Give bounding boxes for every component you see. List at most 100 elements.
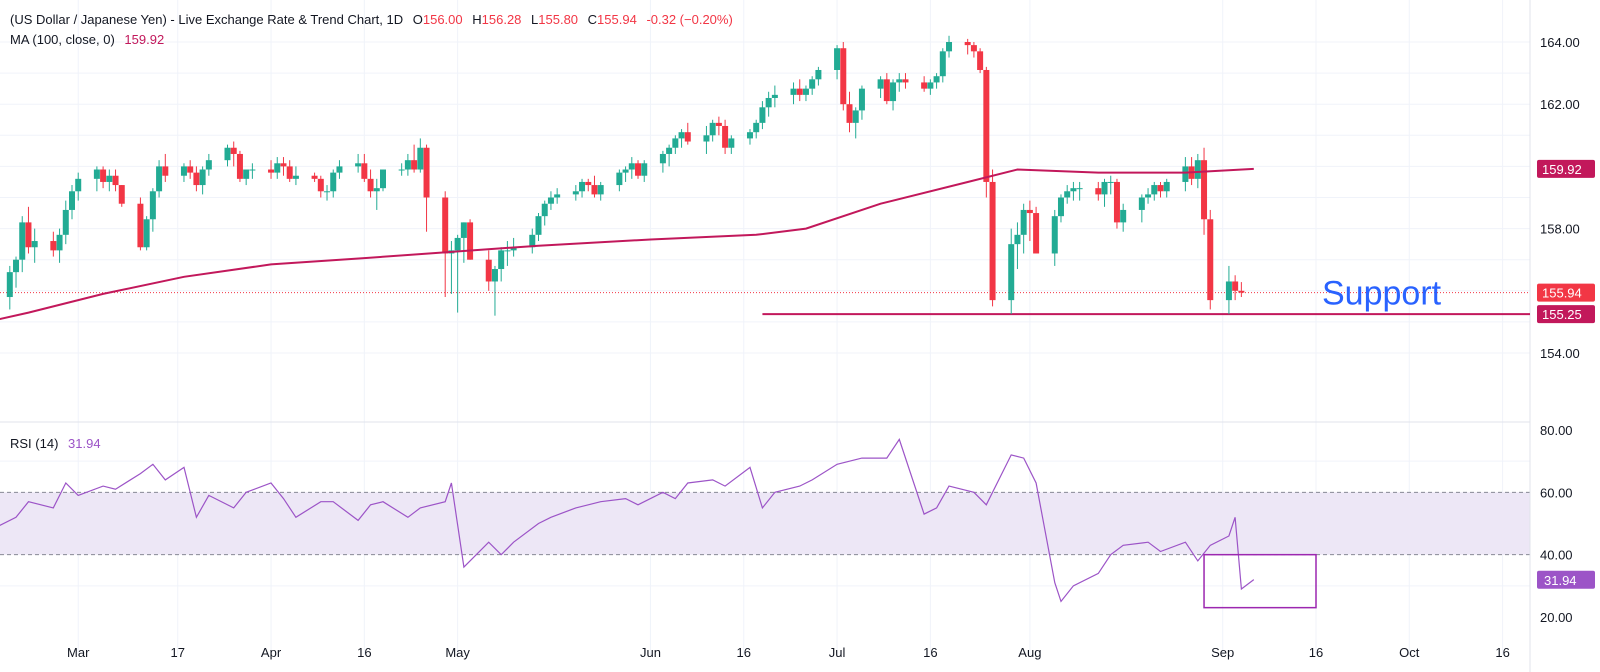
candle-body (921, 82, 928, 89)
candle-body (485, 259, 492, 282)
candle (1107, 175, 1114, 195)
candle-body (1207, 219, 1214, 301)
candle-body (19, 222, 26, 260)
candle-body (50, 241, 57, 251)
price-axis[interactable]: 164.00 162.00 158.00 154.00 (1540, 35, 1580, 361)
candle-body (535, 216, 542, 235)
candle (834, 45, 841, 80)
candle-body (193, 172, 200, 186)
rsi-legend[interactable]: RSI (14) 31.94 (10, 436, 101, 452)
rsi-highlight-box[interactable] (1203, 553, 1317, 609)
candle-body (666, 147, 673, 154)
candle-body (1201, 160, 1208, 220)
low-value: 155.80 (538, 12, 579, 27)
candle-body (6, 272, 13, 298)
candle-body (180, 166, 187, 176)
candle (236, 150, 243, 182)
candle (927, 79, 934, 95)
candle-body (579, 181, 586, 192)
candle (616, 169, 623, 192)
change-value: -0.32 (−0.20%) (646, 12, 733, 27)
candle (1051, 209, 1058, 266)
candles (6, 35, 1245, 316)
candle (585, 178, 592, 192)
candle-body (703, 135, 710, 142)
candle-body (1194, 160, 1201, 179)
symbol-title: (US Dollar / Japanese Yen) - Live Exchan… (10, 12, 404, 27)
rsi-tag-label: 31.94 (1544, 573, 1577, 588)
candle (355, 153, 362, 173)
candle (946, 35, 953, 58)
candle (56, 228, 63, 263)
candle-body (205, 160, 212, 170)
time-tick-label: Jul (829, 645, 846, 660)
candle (380, 169, 386, 192)
open-key: O (412, 12, 423, 27)
candle (591, 175, 598, 198)
candle-body (840, 48, 847, 105)
rsi-tag-bg (1537, 570, 1595, 589)
candle (722, 119, 729, 154)
candle (896, 73, 903, 92)
candle (535, 213, 542, 242)
ma-line (0, 167, 1254, 321)
rsi-tick-label: 20.00 (1540, 610, 1573, 625)
candle-body (989, 181, 996, 301)
candle-body (1076, 188, 1083, 190)
candle (143, 216, 150, 251)
candle-body (112, 175, 119, 186)
candle (846, 91, 853, 133)
candle (1120, 203, 1127, 232)
candle (404, 153, 411, 176)
candle-body (554, 194, 561, 198)
candle (367, 169, 374, 198)
candle (467, 219, 474, 260)
candle (504, 241, 511, 266)
candle (75, 172, 82, 201)
candle-body (249, 169, 256, 171)
candle (852, 107, 859, 139)
candle (1008, 228, 1015, 315)
candle-body (143, 219, 150, 248)
time-axis[interactable]: Mar 17 Apr 16 May Jun 16 Jul 16 Aug Sep 16 Oct 16 (67, 645, 1510, 660)
candle-body (678, 132, 685, 139)
ma-legend[interactable]: MA (100, close, 0) 159.92 (10, 32, 164, 48)
rsi-tick-label: 80.00 (1540, 423, 1573, 438)
candle-body (890, 82, 897, 102)
candle-body (280, 163, 287, 167)
candle (1095, 181, 1102, 201)
candle-body (541, 203, 548, 217)
candle (149, 188, 156, 232)
candle-body (1051, 216, 1058, 254)
time-tick-label: Jun (640, 645, 661, 660)
candle-body (330, 172, 337, 192)
candle-body (224, 147, 231, 161)
symbol-legend[interactable]: (US Dollar / Japanese Yen) - Live Exchan… (10, 12, 733, 28)
candle (361, 153, 368, 182)
candle-body (292, 175, 299, 179)
time-tick-label: Aug (1018, 645, 1041, 660)
candle (1182, 157, 1189, 192)
candle-body (753, 122, 760, 133)
candle-body (946, 42, 953, 52)
candle (19, 216, 26, 273)
candle (622, 166, 629, 182)
candle-body (659, 153, 666, 164)
candle (1238, 282, 1245, 298)
candle-body (771, 94, 778, 98)
candle (728, 135, 735, 154)
candle-body (510, 247, 517, 251)
candle-body (983, 69, 990, 182)
candle-body (106, 175, 113, 182)
candle-body (25, 222, 32, 248)
candle-body (765, 97, 772, 108)
candle-body (529, 234, 536, 248)
candle (902, 73, 909, 89)
rsi-axis[interactable]: 80.00 60.00 40.00 20.00 (1540, 423, 1573, 625)
candle-body (417, 147, 424, 170)
candle (709, 119, 716, 142)
candle-body (796, 88, 803, 95)
close-key: C (587, 12, 598, 27)
candle (597, 181, 604, 201)
